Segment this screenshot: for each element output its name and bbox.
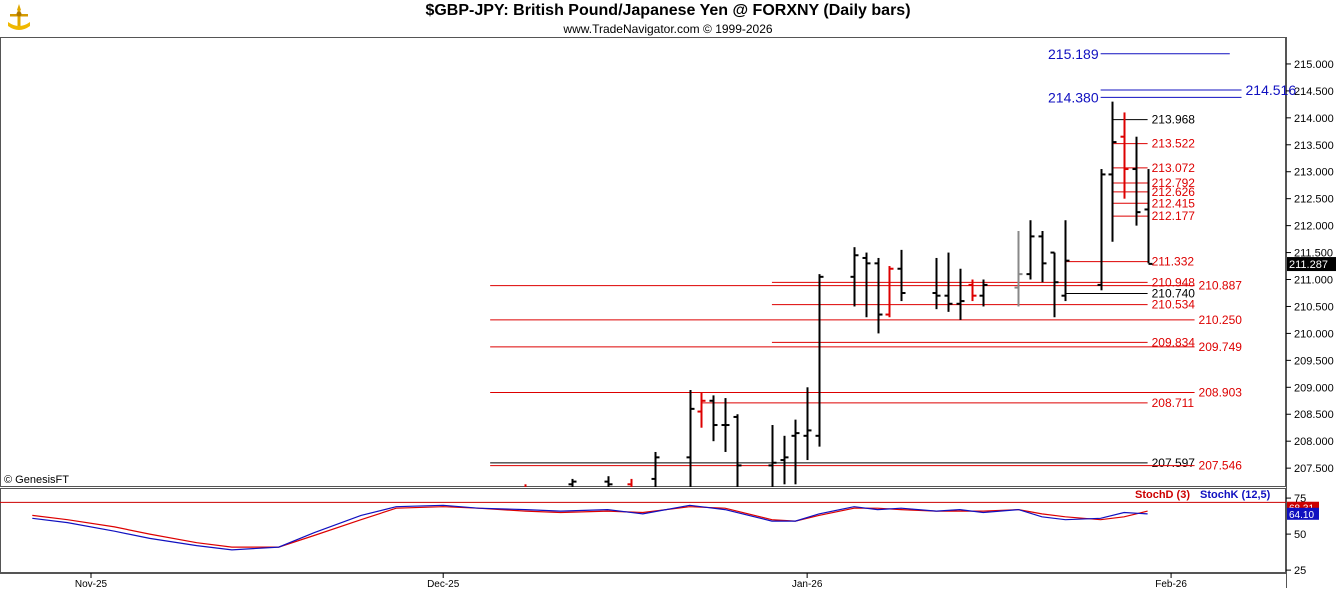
price-tick-label: 213.500 <box>1294 140 1334 152</box>
level-label: 214.380 <box>1048 89 1099 105</box>
price-tick-label: 207.500 <box>1294 463 1334 475</box>
time-tick-label: Dec-25 <box>427 579 460 590</box>
price-tick-label: 214.000 <box>1294 113 1334 125</box>
level-label: 210.534 <box>1152 298 1196 312</box>
price-tick-label: 211.000 <box>1294 275 1333 287</box>
time-tick-label: Jan-26 <box>792 579 823 590</box>
level-label: 209.834 <box>1152 335 1196 349</box>
price-tick-label: 208.000 <box>1294 436 1334 448</box>
level-label: 209.749 <box>1199 340 1243 354</box>
level-label: 212.626 <box>1152 185 1196 199</box>
price-tick-label: 211.500 <box>1294 248 1333 260</box>
genesis-logo-icon <box>4 2 34 34</box>
price-tick-label: 209.000 <box>1294 382 1334 394</box>
stoch-legend-item: StochD (3) <box>1135 489 1190 501</box>
ohlc-bars <box>524 101 1153 487</box>
level-label: 212.792 <box>1152 176 1196 190</box>
level-label: 210.887 <box>1199 279 1243 293</box>
level-label: 213.522 <box>1152 137 1196 151</box>
level-label: 207.597 <box>1152 456 1196 470</box>
price-tick-label: 212.500 <box>1294 194 1334 206</box>
level-label: 213.968 <box>1152 113 1196 127</box>
level-label: 207.546 <box>1199 459 1243 473</box>
level-label: 211.332 <box>1152 255 1195 269</box>
price-tick-label: 208.500 <box>1294 409 1334 421</box>
price-tick-label: 210.500 <box>1294 301 1334 313</box>
level-label: 208.711 <box>1152 396 1195 410</box>
genesis-logo-graphic <box>8 4 30 30</box>
time-tick-label: Nov-25 <box>75 579 108 590</box>
stoch-tick-label: 25 <box>1294 565 1306 577</box>
level-label: 210.740 <box>1152 287 1196 301</box>
level-label: 215.189 <box>1048 46 1099 62</box>
level-label: 214.516 <box>1246 82 1297 98</box>
price-panel-frame <box>0 37 1286 487</box>
stoch-series-line <box>32 504 1148 551</box>
level-label: 213.072 <box>1152 161 1196 175</box>
price-tick-label: 215.000 <box>1294 59 1334 71</box>
price-tick-label: 212.000 <box>1294 221 1334 233</box>
price-tick-label: 210.000 <box>1294 328 1334 340</box>
level-label: 210.250 <box>1199 313 1243 327</box>
stoch-legend-item: StochK (12,5) <box>1200 489 1271 501</box>
level-label: 212.177 <box>1152 209 1196 223</box>
chart-subtitle: www.TradeNavigator.com © 1999-2026 <box>563 22 773 36</box>
stoch-value-badge <box>1287 507 1319 520</box>
chart-title: $GBP-JPY: British Pound/Japanese Yen @ F… <box>425 2 911 19</box>
price-tick-label: 209.500 <box>1294 355 1334 367</box>
level-label: 208.903 <box>1199 386 1243 400</box>
price-tick-label: 213.000 <box>1294 167 1334 179</box>
data-credit: © GenesisFT <box>4 474 69 486</box>
last-price-label: 211.287 <box>1289 259 1328 271</box>
last-price-badge <box>1287 257 1336 272</box>
stoch-value-label: 64.10 <box>1289 510 1314 521</box>
price-tick-label: 214.500 <box>1294 86 1334 98</box>
time-tick-label: Feb-26 <box>1155 579 1187 590</box>
level-label: 212.415 <box>1152 196 1196 210</box>
stoch-tick-label: 50 <box>1294 529 1306 541</box>
stoch-panel-frame <box>0 488 1286 573</box>
stoch-series-line <box>32 506 1148 548</box>
